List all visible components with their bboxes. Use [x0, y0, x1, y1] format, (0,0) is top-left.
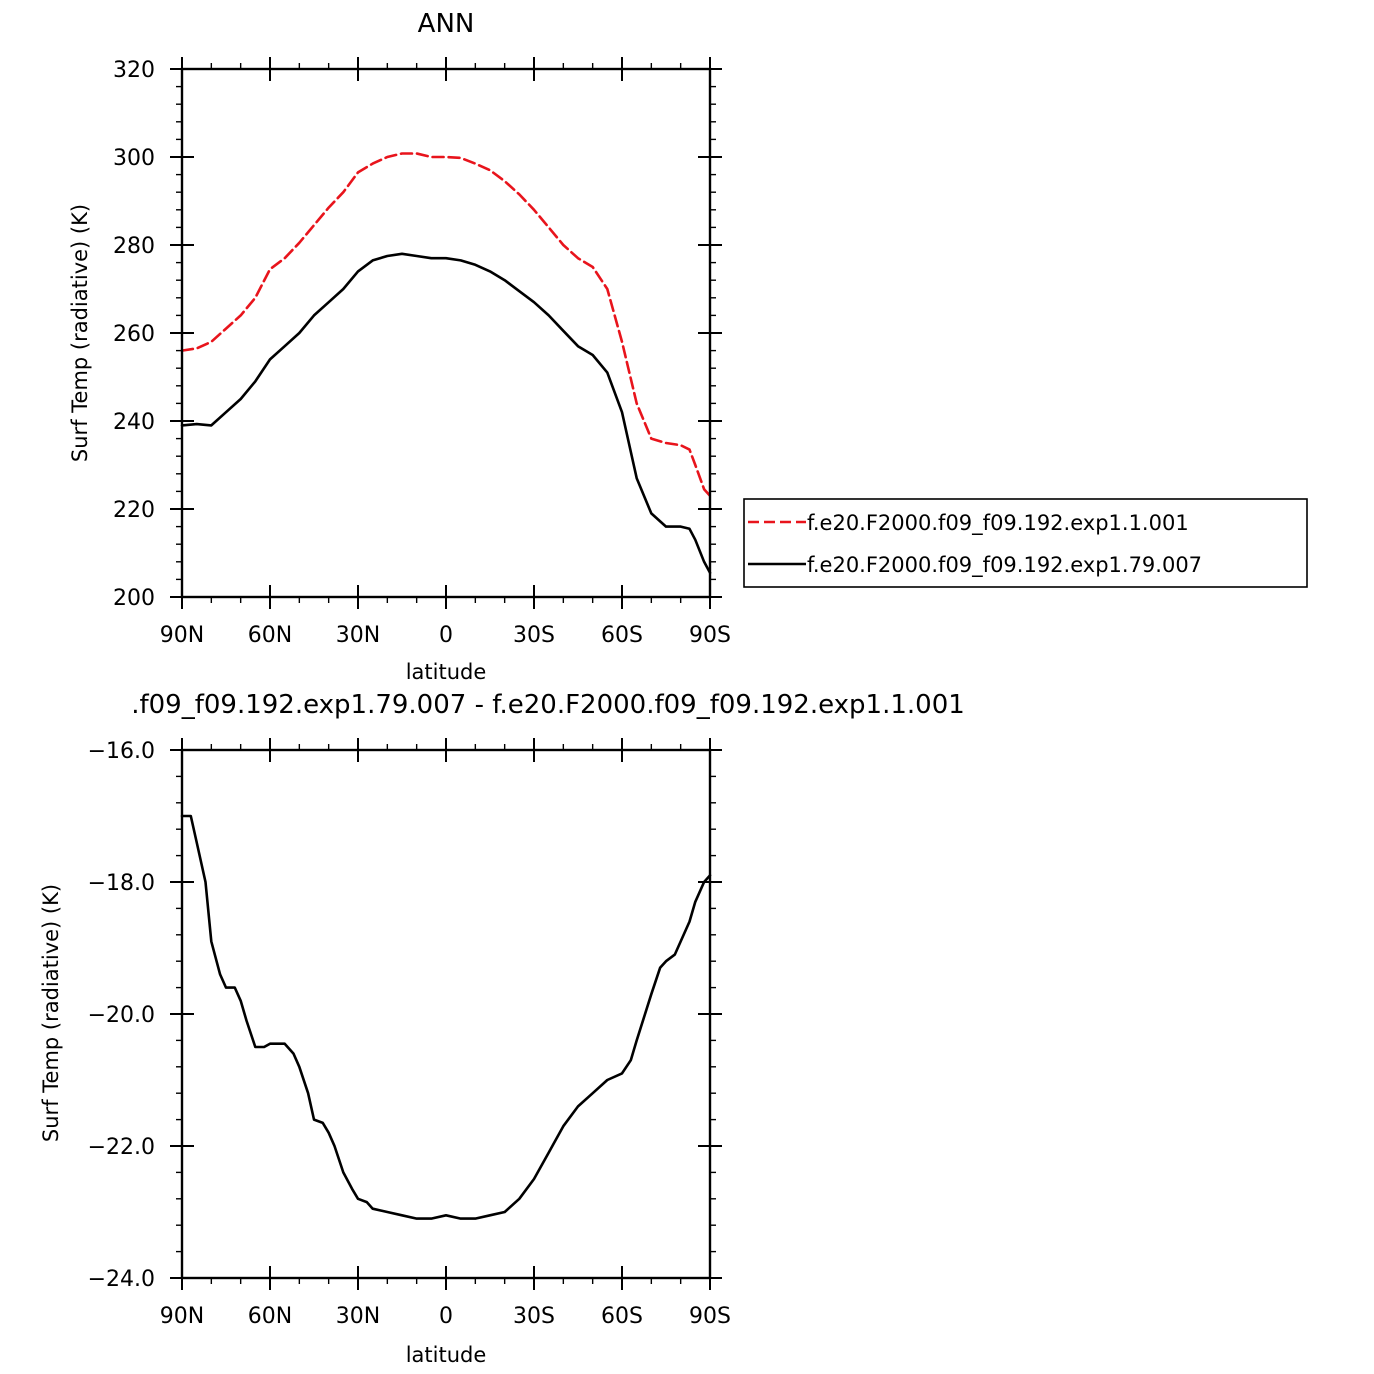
bottom-x-tick-label: 30N — [336, 1304, 380, 1329]
top-x-tick-label: 60S — [601, 623, 643, 648]
top-y-tick-label: 260 — [113, 322, 155, 347]
bottom-series-line-1 — [180, 814, 712, 1220]
bottom-series — [180, 814, 712, 1220]
bottom-ticks: 90N 60N 30N 0 30S 60S 90S −24.0 −22.0 −20.0 −18.0 −… — [88, 738, 731, 1329]
top-x-tick-label: 90N — [160, 623, 204, 648]
top-y-axis-label: Surf Temp (radiative) (K) — [68, 204, 92, 462]
bottom-x-axis-label: latitude — [406, 1343, 487, 1367]
top-y-tick-label: 300 — [113, 146, 155, 171]
legend: f.e20.F2000.f09_f09.192.exp1.1.001 f.e20… — [743, 498, 1308, 588]
bottom-y-tick-label: −24.0 — [88, 1267, 155, 1292]
top-x-tick-label: 60N — [248, 623, 292, 648]
bottom-x-tick-label: 60N — [248, 1304, 292, 1329]
bottom-y-tick-label: −20.0 — [88, 1003, 155, 1028]
bottom-y-tick-label: −18.0 — [88, 871, 155, 896]
legend-label-series-1: f.e20.F2000.f09_f09.192.exp1.1.001 — [807, 511, 1189, 536]
top-y-tick-label: 240 — [113, 410, 155, 435]
bottom-y-axis-label: Surf Temp (radiative) (K) — [39, 884, 63, 1142]
bottom-y-tick-label: −16.0 — [88, 739, 155, 764]
top-x-tick-label: 30N — [336, 623, 380, 648]
bottom-chart: .f09_f09.192.exp1.79.007 - f.e20.F2000.f… — [39, 690, 965, 1367]
bottom-y-tick-label: −22.0 — [88, 1135, 155, 1160]
top-ticks: 90N 60N 30N 0 30S 60S 90S 200 220 240 260 280 300 320 — [113, 57, 731, 648]
top-x-tick-label: 0 — [439, 623, 453, 648]
bottom-chart-title: .f09_f09.192.exp1.79.007 - f.e20.F2000.f… — [131, 690, 965, 720]
top-series-line-2 — [180, 252, 712, 575]
top-plot-frame — [180, 67, 712, 599]
top-x-tick-label: 30S — [513, 623, 555, 648]
top-y-tick-label: 220 — [113, 498, 155, 523]
bottom-x-tick-label: 0 — [439, 1304, 453, 1329]
bottom-plot-frame — [180, 748, 712, 1280]
bottom-x-tick-label: 30S — [513, 1304, 555, 1329]
top-x-tick-label: 90S — [689, 623, 731, 648]
bottom-x-tick-label: 90S — [689, 1304, 731, 1329]
bottom-x-tick-label: 60S — [601, 1304, 643, 1329]
top-series — [180, 152, 712, 575]
top-y-tick-label: 200 — [113, 586, 155, 611]
bottom-x-tick-label: 90N — [160, 1304, 204, 1329]
legend-label-series-2: f.e20.F2000.f09_f09.192.exp1.79.007 — [807, 553, 1202, 578]
top-y-tick-label: 280 — [113, 234, 155, 259]
top-x-axis-label: latitude — [406, 660, 487, 684]
top-chart-title: ANN — [418, 9, 475, 39]
top-y-tick-label: 320 — [113, 58, 155, 83]
top-chart: ANN 90N 60N 30N 0 30S 60S 90S 200 220 240 260 280 30… — [68, 9, 731, 684]
legend-box — [743, 498, 1308, 588]
top-series-line-1 — [180, 152, 712, 498]
